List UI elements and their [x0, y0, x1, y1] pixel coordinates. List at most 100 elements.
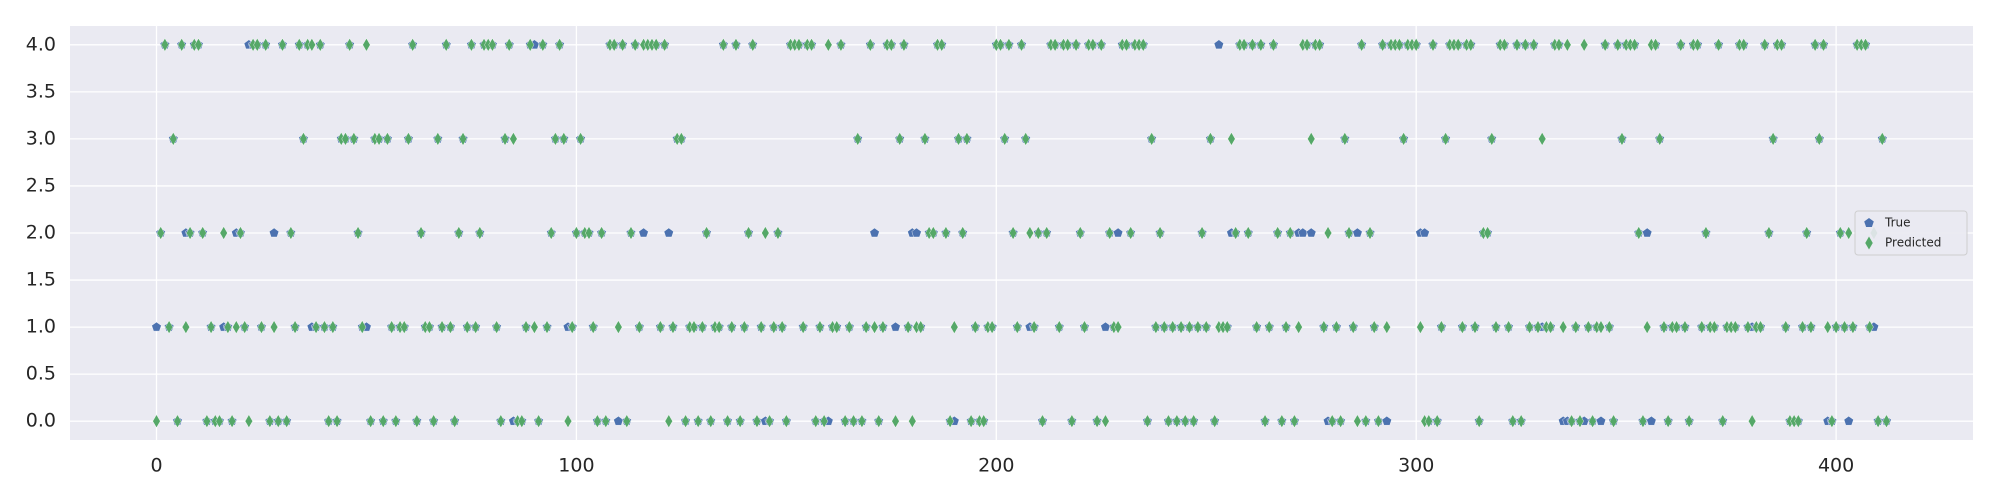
- point: [1143, 414, 1152, 429]
- point: [1034, 226, 1043, 240]
- point: [799, 320, 808, 334]
- point: [400, 320, 409, 334]
- point: [551, 132, 560, 146]
- point: [1349, 320, 1358, 334]
- point: [375, 132, 384, 146]
- point: [160, 37, 169, 52]
- point: [295, 37, 304, 52]
- point: [638, 227, 649, 238]
- point: [341, 132, 350, 146]
- point: [1013, 320, 1022, 334]
- point: [1874, 414, 1883, 429]
- point: [631, 37, 640, 52]
- point: [509, 132, 518, 146]
- point: [769, 320, 778, 334]
- point: [1042, 226, 1051, 240]
- point: [1538, 132, 1547, 146]
- point: [689, 320, 698, 334]
- point: [568, 320, 577, 334]
- point: [1642, 227, 1653, 238]
- point: [475, 226, 484, 240]
- point: [1038, 414, 1047, 429]
- y-tick-label: 0.0: [26, 410, 56, 432]
- point: [664, 414, 673, 429]
- point: [1151, 320, 1160, 334]
- point: [1613, 37, 1622, 52]
- point: [278, 37, 287, 52]
- point: [1513, 37, 1521, 52]
- point: [1756, 320, 1765, 334]
- point: [1609, 414, 1618, 429]
- point: [958, 226, 967, 240]
- point: [1223, 320, 1232, 334]
- point: [1072, 37, 1081, 52]
- point: [194, 37, 203, 52]
- point: [207, 320, 216, 334]
- point: [895, 132, 904, 146]
- point: [1290, 414, 1299, 429]
- point: [681, 414, 690, 429]
- point: [866, 37, 875, 52]
- point: [1529, 37, 1538, 52]
- point: [891, 414, 900, 429]
- point: [534, 414, 543, 429]
- point: [1823, 320, 1832, 334]
- point: [488, 37, 497, 52]
- point: [1861, 37, 1870, 52]
- point: [1471, 320, 1479, 334]
- point: [1811, 37, 1820, 52]
- point: [366, 414, 375, 429]
- point: [950, 320, 959, 334]
- point: [1282, 320, 1291, 334]
- point: [1651, 37, 1660, 52]
- point: [920, 132, 929, 146]
- point: [1731, 320, 1740, 334]
- point: [1021, 132, 1030, 146]
- point: [1189, 414, 1198, 429]
- point: [152, 414, 161, 429]
- point: [1286, 226, 1295, 240]
- point: [215, 414, 224, 429]
- point: [1433, 414, 1442, 429]
- point: [1424, 414, 1433, 429]
- point: [954, 132, 963, 146]
- legend-marker: [1864, 218, 1874, 227]
- point: [1181, 414, 1190, 429]
- point: [202, 414, 211, 429]
- point: [610, 37, 619, 52]
- point: [1458, 320, 1467, 334]
- point: [1693, 37, 1702, 52]
- point: [748, 37, 757, 52]
- point: [589, 320, 598, 334]
- point: [349, 132, 358, 146]
- point: [1802, 226, 1811, 240]
- point: [916, 320, 925, 334]
- point: [1101, 414, 1110, 429]
- point: [585, 226, 593, 240]
- point: [1088, 37, 1097, 52]
- point: [572, 226, 581, 240]
- point: [1231, 226, 1240, 240]
- point: [517, 414, 526, 429]
- point: [1815, 132, 1824, 146]
- point: [1504, 320, 1513, 334]
- point: [1303, 37, 1312, 52]
- point: [253, 37, 262, 52]
- point: [219, 226, 228, 240]
- point: [1508, 414, 1517, 429]
- point: [354, 226, 363, 240]
- point: [911, 227, 922, 238]
- point: [408, 37, 417, 52]
- point: [1248, 37, 1257, 52]
- x-tick-label: 400: [1818, 455, 1854, 477]
- point: [832, 320, 841, 334]
- point: [635, 320, 644, 334]
- point: [1164, 414, 1173, 429]
- point: [244, 414, 253, 429]
- point: [908, 414, 917, 429]
- point: [564, 414, 572, 429]
- point: [1324, 226, 1333, 240]
- point: [1563, 37, 1572, 52]
- y-tick-label: 1.0: [26, 316, 56, 338]
- legend-label: True: [1884, 216, 1911, 230]
